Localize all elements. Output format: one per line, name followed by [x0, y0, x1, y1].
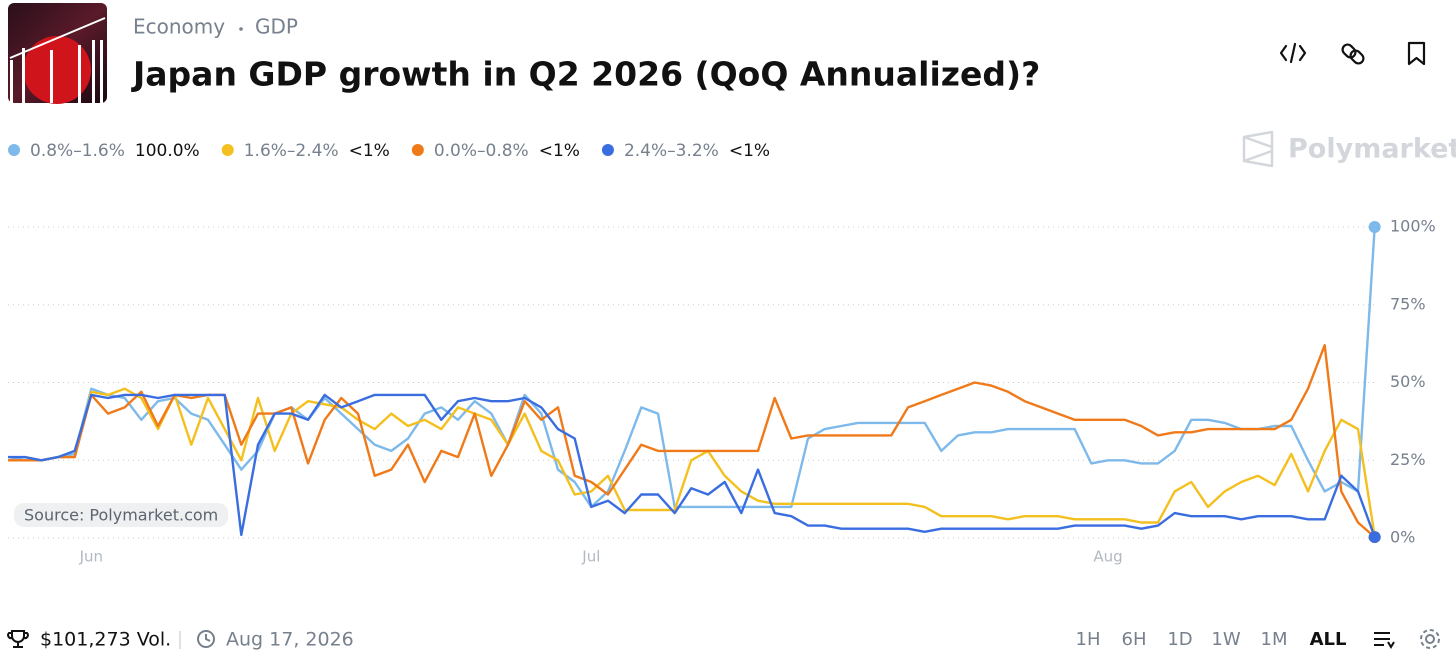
- legend-name: 2.4%–3.2%: [624, 141, 719, 161]
- source-badge: [14, 503, 229, 527]
- legend-dot: [601, 144, 614, 156]
- market-title: Japan GDP growth in Q2 2026 (QoQ Annuali…: [131, 55, 1040, 94]
- range-button[interactable]: 1D: [1167, 629, 1192, 650]
- y-tick-label: 75%: [1390, 294, 1426, 313]
- x-tick-label: Jun: [79, 548, 103, 566]
- legend-dot: [221, 144, 234, 156]
- legend-dot: [411, 144, 424, 156]
- range-button[interactable]: 1H: [1076, 629, 1101, 650]
- x-tick-label: Jul: [581, 548, 600, 566]
- range-button[interactable]: 1M: [1261, 629, 1288, 650]
- plot: 0% 25% 50% 75% 100% Jun Jul Aug Source: Polymark…: [7, 217, 1436, 566]
- settings-icon[interactable]: [1420, 629, 1440, 649]
- separator-dot: [239, 27, 243, 31]
- legend-name: 1.6%–2.4%: [244, 141, 339, 161]
- legend-dot: [8, 144, 20, 156]
- bookmark-button[interactable]: [1407, 41, 1426, 66]
- range-button[interactable]: 6H: [1122, 629, 1147, 650]
- legend-value: <1%: [539, 141, 580, 161]
- brand-name: Polymarket: [1288, 134, 1456, 165]
- end-date: Aug 17, 2026: [226, 629, 354, 651]
- range-button[interactable]: 1W: [1211, 629, 1240, 650]
- market-thumbnail: [8, 3, 107, 104]
- clock-icon: [197, 630, 215, 648]
- legend-value: <1%: [729, 141, 770, 161]
- footer: $101,273 Vol. Aug 17, 2026 1H 6H 1D 1W 1M ALL: [7, 629, 1440, 651]
- trophy-icon: [7, 630, 29, 648]
- series-line: [8, 387, 1376, 537]
- range-button[interactable]: ALL: [1310, 629, 1347, 650]
- legend: 0.8%–1.6% 100.0% 1.6%–2.4% <1% 0.0%–0.8% <1% 2…: [8, 141, 770, 161]
- y-tick-label: 0%: [1390, 528, 1415, 547]
- series-line: [8, 344, 1376, 539]
- series-line: [8, 393, 1376, 538]
- legend-name: 0.8%–1.6%: [30, 141, 125, 161]
- end-dot: [1368, 531, 1381, 544]
- y-tick-label: 100%: [1390, 217, 1436, 236]
- y-tick-label: 50%: [1390, 372, 1426, 391]
- source-label: Source: Polymarket.com: [24, 506, 218, 525]
- sort-icon[interactable]: [1374, 632, 1395, 649]
- series-line: [7, 226, 1376, 509]
- end-dot: [1368, 221, 1381, 233]
- subcategory[interactable]: GDP: [255, 15, 298, 39]
- legend-value: 100.0%: [135, 141, 200, 161]
- link-button[interactable]: [1341, 43, 1366, 66]
- embed-button[interactable]: [1279, 42, 1307, 64]
- volume: $101,273 Vol.: [40, 629, 171, 651]
- y-tick-label: 25%: [1390, 450, 1426, 469]
- category[interactable]: Economy: [133, 15, 225, 39]
- x-tick-label: Aug: [1093, 548, 1122, 566]
- legend-value: <1%: [349, 141, 390, 161]
- brand-logo: [1242, 130, 1274, 168]
- legend-name: 0.0%–0.8%: [434, 141, 529, 161]
